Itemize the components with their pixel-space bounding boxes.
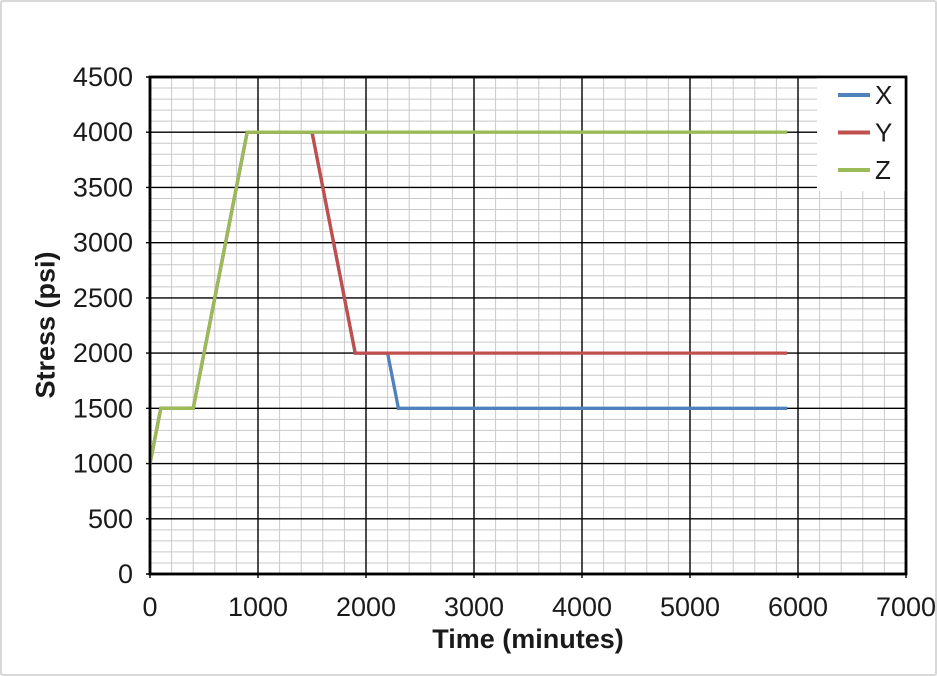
x-tick-label: 0: [142, 592, 157, 622]
legend-label-Y: Y: [875, 118, 892, 148]
y-tick-label: 2000: [73, 338, 133, 368]
legend-label-Z: Z: [875, 155, 891, 185]
x-tick-label: 5000: [660, 592, 720, 622]
legend: XYZ: [817, 78, 905, 191]
y-tick-label: 2500: [73, 283, 133, 313]
y-tick-label: 3000: [73, 228, 133, 258]
x-tick-label: 7000: [876, 592, 936, 622]
y-tick-label: 1000: [73, 449, 133, 479]
x-tick-labels: 0 1000 2000 3000 4000 5000 6000 7000: [142, 592, 936, 622]
x-axis-title: Time (minutes): [432, 624, 624, 654]
x-tick-label: 2000: [336, 592, 396, 622]
y-tick-label: 0: [118, 559, 133, 589]
minor-gridlines: [150, 77, 906, 574]
y-axis-title: Stress (psi): [30, 251, 61, 399]
x-tick-label: 1000: [228, 592, 288, 622]
x-tick-label: 4000: [552, 592, 612, 622]
major-gridlines: [146, 76, 907, 578]
y-tick-label: 4000: [73, 117, 133, 147]
y-tick-label: 500: [88, 504, 133, 534]
legend-label-X: X: [875, 80, 892, 110]
plot-border-overlay: [148, 75, 908, 576]
x-tick-label: 6000: [768, 592, 828, 622]
y-tick-label: 1500: [73, 393, 133, 423]
plot-border: [148, 75, 908, 576]
series-Z-line: [148, 130, 788, 464]
x-tick-label: 3000: [444, 592, 504, 622]
y-tick-label: 4500: [73, 62, 133, 92]
y-tick-labels: 0 500 1000 1500 2000 2500 3000 3500 4000 4500: [73, 62, 133, 589]
y-tick-label: 3500: [73, 172, 133, 202]
